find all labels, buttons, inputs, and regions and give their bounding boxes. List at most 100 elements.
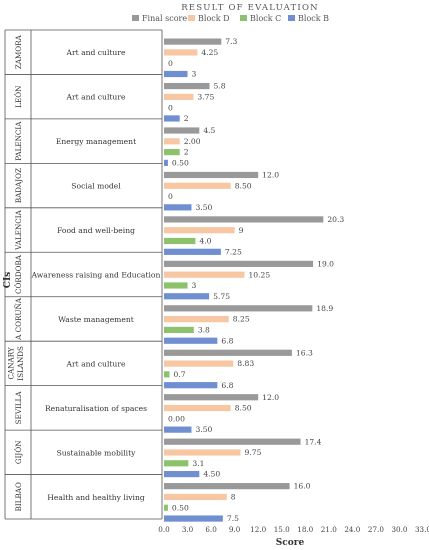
- data-label: 9: [239, 226, 244, 235]
- data-label: 8.25: [233, 315, 250, 324]
- data-label: 8: [231, 493, 236, 502]
- legend-swatch: [288, 15, 295, 21]
- data-label: 17.4: [305, 437, 322, 446]
- bar-block-c: [164, 237, 196, 245]
- bar-block-b: [164, 293, 210, 300]
- category-label: Renaturalisation of spaces: [45, 404, 147, 413]
- data-label: 0: [168, 59, 173, 68]
- bar-block-d: [164, 271, 245, 278]
- legend-swatch: [188, 15, 195, 21]
- x-tick-label: 21.0: [321, 525, 337, 534]
- city-label: ISLANDS: [16, 346, 25, 381]
- legend-item: Block C: [240, 14, 281, 23]
- legend-item: Final score: [132, 14, 187, 23]
- group-córdoba: CÓRDOBA Awareness raising and Education 19…: [14, 254, 334, 301]
- bar-block-b: [164, 426, 192, 433]
- data-label: 5.75: [213, 292, 230, 301]
- category-label: Food and well-being: [57, 226, 135, 235]
- data-label: 10.25: [248, 270, 270, 279]
- x-tick-label: 15.0: [274, 525, 290, 534]
- data-label: 0: [168, 103, 173, 112]
- legend-item: Block B: [288, 14, 329, 23]
- data-label: 16.0: [294, 482, 311, 491]
- bar-block-c: [164, 326, 194, 334]
- data-label: 6.8: [221, 336, 233, 345]
- data-label: 0.50: [172, 503, 189, 512]
- data-label: 3.1: [192, 459, 204, 468]
- bar-block-b: [164, 248, 221, 255]
- x-axis: 0.0 3.0 6.0 9.0 12.0 15.0 18.0 21.0 24.0 27.0 30.0…: [158, 525, 429, 534]
- group-bilbao: BILBAO Health and healthy living 16.0 8 0.50…: [14, 482, 311, 523]
- bar-block-c: [164, 504, 168, 511]
- city-label: GIJÓN: [14, 440, 23, 464]
- group-canary-islands: CANARY ISLANDS Art and culture 16.3 8.83 0.7 6…: [7, 346, 314, 390]
- data-label: 3.75: [197, 92, 214, 101]
- x-tick-label: 9.0: [229, 525, 241, 534]
- data-label: 6.8: [221, 381, 233, 390]
- x-tick-label: 33.0: [415, 525, 429, 534]
- bar-block-b: [164, 204, 192, 211]
- category-label: Health and healthy living: [47, 493, 145, 502]
- bar-final-score: [164, 38, 222, 45]
- group-zamora: ZAMORA Art and culture 7.3 4.25 0 3: [14, 34, 238, 78]
- data-label: 7.5: [227, 514, 239, 523]
- bar-final-score: [164, 438, 301, 445]
- bar-final-score: [164, 305, 313, 312]
- category-label: Energy management: [56, 137, 136, 146]
- city-label: BILBAO: [14, 482, 23, 511]
- x-tick-label: 0.0: [158, 525, 170, 534]
- bar-block-d: [164, 138, 180, 145]
- data-label: 8.50: [235, 404, 252, 413]
- bar-final-score: [164, 171, 259, 179]
- x-tick-label: 3.0: [182, 525, 194, 534]
- bar-block-b: [164, 515, 223, 522]
- x-tick-label: 12.0: [250, 525, 266, 534]
- data-label: 8.83: [237, 359, 254, 368]
- bar-final-score: [164, 483, 290, 490]
- legend-label: Block D: [198, 14, 230, 23]
- city-label: CANARY: [7, 347, 16, 379]
- bar-block-b: [164, 337, 218, 344]
- data-label: 9.75: [245, 448, 262, 457]
- data-label: 12.0: [262, 171, 279, 180]
- bar-final-score: [164, 216, 324, 223]
- x-axis-label: Score: [276, 538, 305, 548]
- city-label: SEVILLA: [14, 391, 23, 425]
- group-sevilla: SEVILLA Renaturalisation of spaces 12.0 8.5…: [14, 391, 279, 435]
- bar-block-b: [164, 382, 218, 389]
- bar-block-d: [164, 449, 241, 456]
- bar-block-b: [164, 159, 168, 167]
- bar-block-c: [164, 371, 170, 378]
- data-label: 0.00: [168, 414, 185, 423]
- data-label: 0.7: [173, 370, 185, 379]
- bar-final-score: [164, 127, 200, 134]
- group-valencia: VALENCIA Food and well-being 20.3 9 4.0 7.25: [14, 209, 344, 256]
- category-label: Sustainable mobility: [57, 448, 137, 457]
- bar-block-c: [164, 282, 188, 289]
- bar-block-d: [164, 49, 198, 56]
- category-label: Awareness raising and Education: [31, 271, 161, 280]
- x-tick-label: 27.0: [368, 525, 384, 534]
- bar-block-b: [164, 470, 200, 478]
- city-label: ZAMORA: [14, 34, 23, 69]
- data-label: 18.9: [316, 304, 333, 313]
- bar-block-c: [164, 460, 189, 467]
- data-label: 4.50: [203, 470, 220, 479]
- bar-block-b: [164, 70, 188, 78]
- bar-block-d: [164, 227, 235, 234]
- category-label: Waste management: [58, 315, 134, 324]
- bar-block-d: [164, 493, 227, 501]
- category-label: Social model: [71, 182, 121, 191]
- bar-final-score: [164, 349, 292, 356]
- legend-label: Final score: [142, 14, 187, 23]
- legend-label: Block C: [250, 14, 281, 23]
- city-label: LEÓN: [14, 86, 23, 108]
- legend-swatch: [240, 15, 247, 21]
- x-tick-label: 30.0: [391, 525, 407, 534]
- city-label: VALENCIA: [14, 209, 23, 251]
- legend-label: Block B: [298, 14, 329, 23]
- bar-block-d: [164, 93, 194, 100]
- data-label: 12.0: [262, 393, 279, 402]
- legend-swatch: [132, 15, 139, 21]
